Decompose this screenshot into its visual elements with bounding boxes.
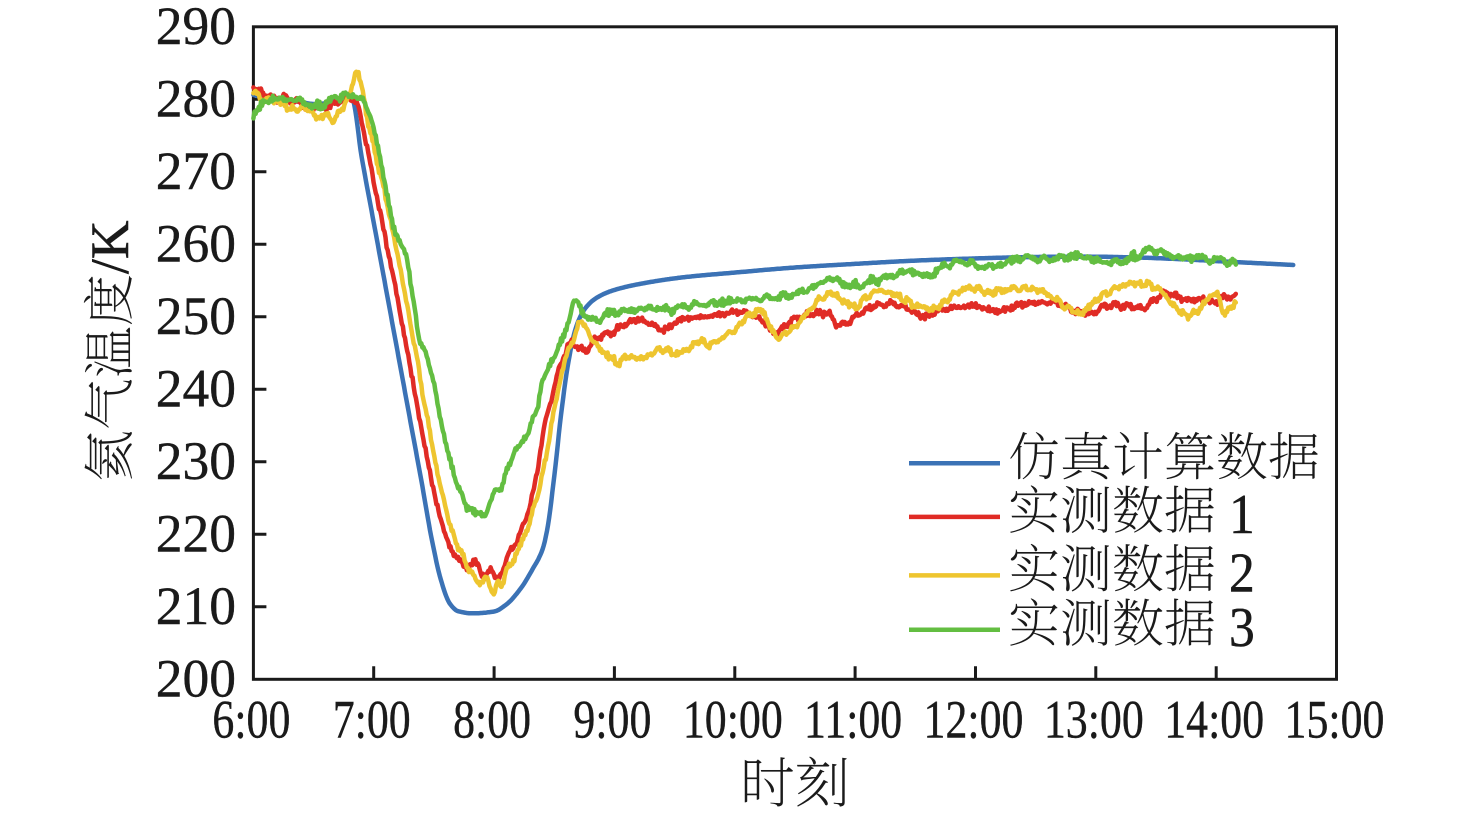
svg-text:3: 3 bbox=[1229, 596, 1255, 658]
svg-text:280: 280 bbox=[156, 69, 236, 129]
svg-text:290: 290 bbox=[156, 0, 236, 56]
svg-text:12:00: 12:00 bbox=[924, 689, 1024, 749]
svg-text:260: 260 bbox=[156, 214, 236, 274]
svg-text:2: 2 bbox=[1229, 541, 1255, 603]
svg-text:220: 220 bbox=[156, 504, 236, 564]
svg-text:11:00: 11:00 bbox=[804, 689, 902, 749]
svg-text:200: 200 bbox=[156, 649, 236, 709]
svg-text:240: 240 bbox=[156, 359, 236, 419]
svg-text:8:00: 8:00 bbox=[453, 689, 531, 749]
svg-text:7:00: 7:00 bbox=[333, 689, 411, 749]
svg-text:14:00: 14:00 bbox=[1164, 689, 1264, 749]
svg-text:1: 1 bbox=[1229, 483, 1255, 545]
svg-text:210: 210 bbox=[156, 576, 236, 636]
svg-text:6:00: 6:00 bbox=[212, 689, 290, 749]
svg-text:15:00: 15:00 bbox=[1285, 689, 1385, 749]
svg-text:230: 230 bbox=[156, 431, 236, 491]
svg-text:270: 270 bbox=[156, 141, 236, 201]
svg-text:10:00: 10:00 bbox=[683, 689, 783, 749]
svg-text:9:00: 9:00 bbox=[573, 689, 651, 749]
svg-text:250: 250 bbox=[156, 286, 236, 346]
svg-text:13:00: 13:00 bbox=[1044, 689, 1144, 749]
svg-text:/K: /K bbox=[80, 220, 140, 274]
